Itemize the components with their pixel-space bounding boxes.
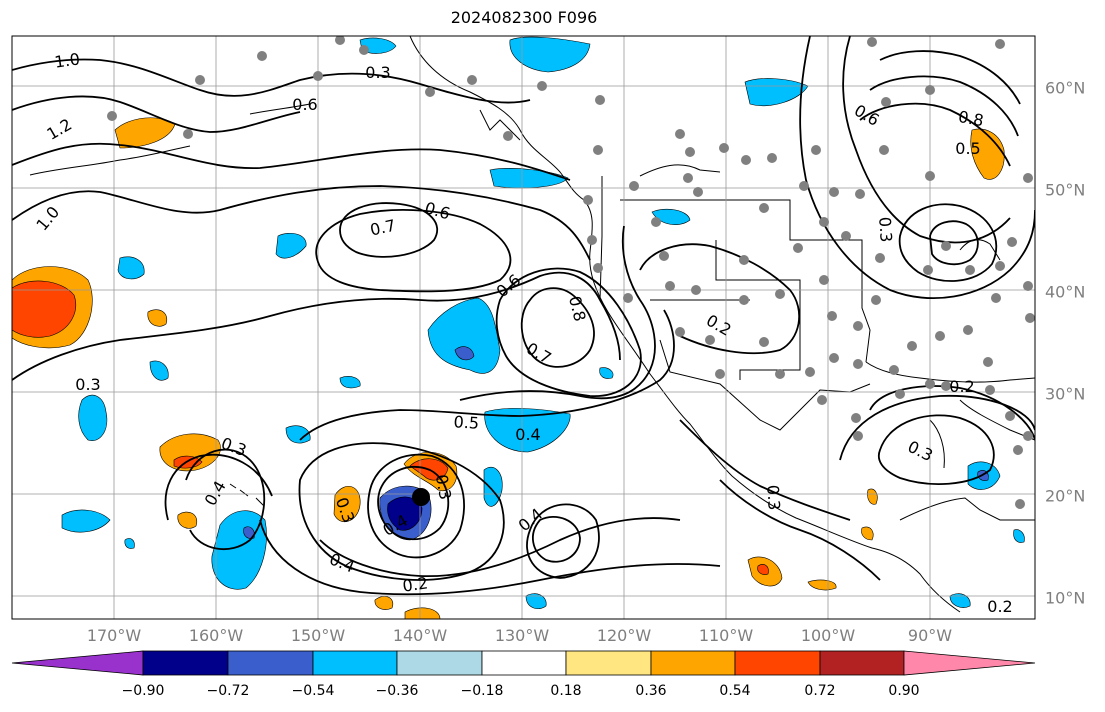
lon-label: 150°W xyxy=(290,626,346,645)
blue-blob-7 xyxy=(285,425,311,444)
red-blob-6 xyxy=(757,564,769,575)
orange-blob-8 xyxy=(970,128,1005,180)
storm-navy xyxy=(387,496,423,531)
orange-blob-2 xyxy=(177,511,198,529)
blue-blob-15 xyxy=(599,367,614,379)
colorbar-tick-label: 0.18 xyxy=(550,683,582,699)
colorbar-tick-label: −0.36 xyxy=(375,683,419,699)
map-panel: 1.0 0.3 0.6 1.2 1.0 0.7 0.6 0.6 0.8 0.7 … xyxy=(12,36,1035,619)
blue-blob-6 xyxy=(117,256,145,280)
lat-label: 20°N xyxy=(1045,486,1086,506)
contour-label: 0.4 xyxy=(515,425,540,444)
colorbar-tick-label: −0.54 xyxy=(291,683,335,699)
orange-blob-4 xyxy=(404,607,441,619)
contour-label: 0.7 xyxy=(368,216,397,240)
blue-blob-16 xyxy=(1013,529,1025,543)
colorbar-tick-label: 0.36 xyxy=(635,683,667,699)
lon-label: 170°W xyxy=(86,626,142,645)
lon-label: 110°W xyxy=(698,626,754,645)
contour-label: 0.3 xyxy=(365,63,390,82)
contour-label: 0.2 xyxy=(401,573,429,595)
colorbar-extend-low xyxy=(11,650,144,676)
lon-label: 100°W xyxy=(800,626,856,645)
colorbar-tick-label: 0.72 xyxy=(804,683,836,699)
colorbar-tick-label: 0.54 xyxy=(719,683,751,699)
lon-label: 90°W xyxy=(907,626,953,645)
colorbar-tick-label: 0.90 xyxy=(888,683,920,699)
lon-label: 140°W xyxy=(392,626,448,645)
lon-label: 130°W xyxy=(494,626,550,645)
blue-blob-4 xyxy=(61,509,111,533)
contour-label: 0.5 xyxy=(453,412,480,433)
lat-label: 40°N xyxy=(1045,282,1086,302)
lat-label: 60°N xyxy=(1045,78,1086,98)
contour-label: 0.3 xyxy=(875,216,896,243)
darkblue-blob-center xyxy=(454,346,475,361)
blue-blob-8 xyxy=(339,376,361,389)
blue-blob-17 xyxy=(124,538,135,549)
colorbar xyxy=(11,650,1036,676)
contour-label: 0.2 xyxy=(949,377,974,396)
lon-label: 160°W xyxy=(188,626,244,645)
shaded-fields xyxy=(12,36,1025,619)
blue-blob-1 xyxy=(484,408,571,453)
blue-blob-14 xyxy=(949,593,971,608)
orange-blob-5 xyxy=(147,309,168,327)
contour-label: 0.3 xyxy=(432,473,455,501)
storm-center-marker xyxy=(412,488,430,506)
darkblue-blob-2 xyxy=(243,526,255,539)
graticule xyxy=(12,36,1035,619)
blue-blob-12 xyxy=(651,208,691,225)
blue-blob-11 xyxy=(525,593,547,609)
orange-blob-1 xyxy=(333,486,361,523)
orange-blob-3 xyxy=(374,596,394,610)
lat-label: 30°N xyxy=(1045,384,1086,404)
contour-label: 0.2 xyxy=(987,597,1012,616)
contour-label: 0.6 xyxy=(292,95,317,114)
colorbar-tick-label: −0.72 xyxy=(206,683,250,699)
blue-blob-5 xyxy=(275,233,307,259)
colorbar-tick-label: −0.18 xyxy=(460,683,504,699)
colorbar-tick-label: −0.90 xyxy=(121,683,165,699)
lon-label: 120°W xyxy=(596,626,652,645)
blue-blob-center xyxy=(427,297,501,374)
blue-blob-gulf xyxy=(359,37,397,54)
orange-blob-9 xyxy=(867,488,878,505)
map-title: 2024082300 F096 xyxy=(450,8,598,27)
contour-label: 0.8 xyxy=(957,107,985,130)
blue-blob-9 xyxy=(149,360,169,381)
map-frame xyxy=(11,35,1036,620)
contour-label: 0.5 xyxy=(955,139,980,158)
blue-blob-3 xyxy=(78,394,108,441)
contour-lines xyxy=(12,36,1035,596)
lat-label: 50°N xyxy=(1045,180,1086,200)
contour-label: 0.3 xyxy=(763,484,784,511)
orange-blob-7 xyxy=(807,579,837,591)
lat-label: 10°N xyxy=(1045,588,1086,608)
contour-label: 0.3 xyxy=(75,375,100,394)
red-blob-west xyxy=(12,280,76,338)
colorbar-extend-high xyxy=(903,650,1036,676)
orange-blob-10 xyxy=(861,526,874,541)
station-markers xyxy=(107,36,1035,509)
contour-label: 1.0 xyxy=(53,49,81,71)
